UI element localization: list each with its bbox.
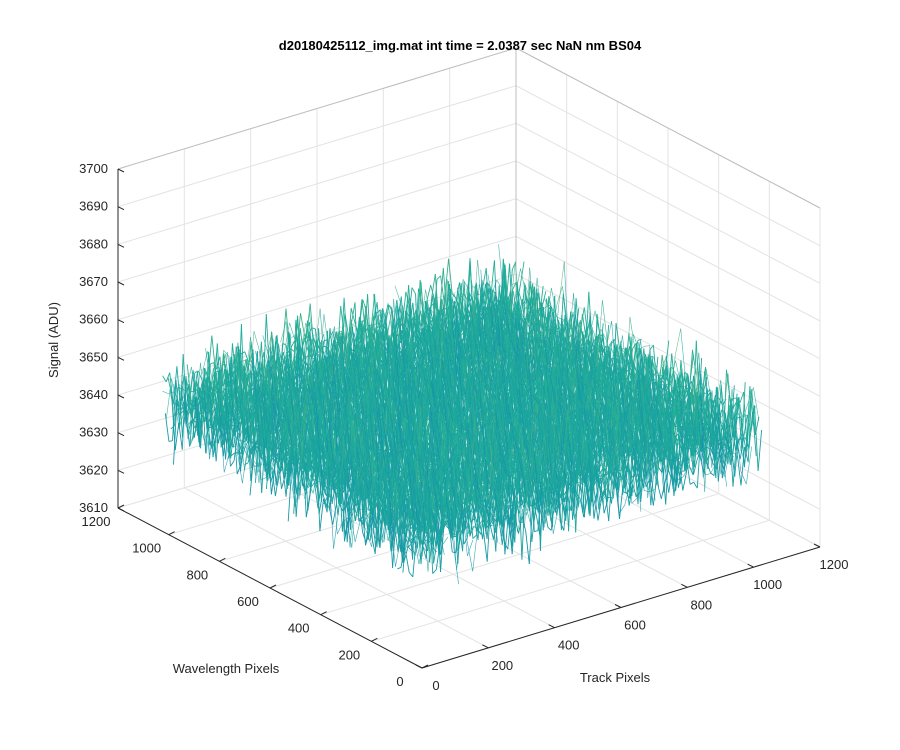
surface-segment <box>186 364 192 396</box>
surface-segment <box>426 285 432 300</box>
grid-line-wall-x-horiz <box>515 198 821 360</box>
surface-segment <box>193 400 199 436</box>
surface-segment <box>426 300 431 330</box>
surface-segment <box>518 292 524 306</box>
grid-line-wall-x-horiz <box>515 273 821 435</box>
surface-segment <box>169 372 174 405</box>
surface-segment <box>205 378 211 446</box>
grid-line-floor-y <box>371 519 770 642</box>
surface-segment <box>271 365 276 398</box>
surface-segment <box>416 338 421 367</box>
grid-line-wall-y-horiz <box>117 122 517 245</box>
surface-segment <box>277 343 283 364</box>
grid-line-wall-x-horiz <box>515 122 821 284</box>
surface-segment <box>205 370 210 387</box>
surface-segment <box>328 331 334 340</box>
surface-segment <box>375 309 381 314</box>
surface-segment <box>179 401 184 416</box>
surface-segment <box>230 452 235 457</box>
surface-segment <box>243 440 249 450</box>
surface-segment <box>271 331 276 376</box>
surface-segment <box>490 260 495 297</box>
surface-segment <box>321 371 326 389</box>
surface-segment <box>189 400 194 446</box>
surface-segment <box>448 258 453 294</box>
box-edge <box>515 47 821 209</box>
grid-line-wall-y-horiz <box>117 85 517 208</box>
surface-segment <box>363 294 369 344</box>
surface-segment <box>176 398 182 414</box>
surface-segment <box>209 380 214 421</box>
surface-segment <box>211 383 217 408</box>
surface-segment <box>266 367 272 394</box>
surface-segment <box>297 323 302 355</box>
surface-segment <box>165 372 171 383</box>
surface-segment <box>174 422 180 451</box>
surface-segment <box>276 356 281 381</box>
surface-segment <box>172 366 178 405</box>
surface-segment <box>528 283 534 326</box>
surface-segment <box>388 304 393 312</box>
surface-segment <box>418 288 423 306</box>
grid-line-wall-y-horiz <box>117 198 517 321</box>
surface-segment <box>292 358 297 373</box>
surface-segment <box>215 366 220 370</box>
surface-segment <box>440 275 445 303</box>
surface-segment <box>194 370 199 374</box>
grid-line-wall-x-horiz <box>515 85 821 247</box>
surface-segment <box>436 275 441 280</box>
surface-segment <box>162 375 167 383</box>
grid-line-wall-x-horiz <box>515 160 821 322</box>
surface-segment <box>292 376 298 389</box>
surface-segment <box>306 303 311 338</box>
surface-segment <box>300 313 305 334</box>
surface-segment <box>227 412 232 439</box>
surface-segment <box>361 305 367 348</box>
grid-line-floor-y <box>320 493 719 616</box>
surface-segment <box>340 306 345 337</box>
surface-segment <box>520 261 525 284</box>
surface-segment <box>401 291 407 325</box>
box-edge <box>117 47 517 170</box>
surface-segment <box>305 322 310 335</box>
grid-line-wall-x-horiz <box>515 235 821 397</box>
surface-segment <box>462 293 468 300</box>
surface-segment <box>167 377 173 395</box>
surface-segment <box>240 351 246 355</box>
surface-segment <box>172 379 177 441</box>
surface-segment <box>438 331 444 363</box>
surface-segment <box>293 323 299 352</box>
surface-segment <box>170 425 175 430</box>
surface-segment <box>164 413 170 442</box>
surface-segment <box>236 422 241 472</box>
surface-segment <box>212 427 217 462</box>
surface-segment <box>290 340 296 348</box>
surface-segment <box>232 367 237 396</box>
surface-segment <box>197 370 203 380</box>
surface-segment <box>210 362 215 365</box>
surface-segment <box>230 460 235 467</box>
grid-line-wall-y-horiz <box>117 160 517 283</box>
surface-segment <box>480 306 485 321</box>
surface-segment <box>215 356 221 369</box>
surface-segment <box>389 338 395 354</box>
surface-segment <box>487 293 492 323</box>
surface-segment <box>482 268 487 289</box>
surface-segment <box>350 302 356 324</box>
surface-segment <box>431 273 436 297</box>
surface-segment <box>230 427 235 459</box>
surface-segment <box>178 384 183 438</box>
surface-segment <box>220 369 225 397</box>
surface-segment <box>411 287 416 295</box>
surface-segment <box>214 388 220 454</box>
surface-segment <box>460 281 465 337</box>
grid-line-wall-y-horiz <box>117 235 517 358</box>
surface-segment <box>236 464 242 475</box>
surface-segment <box>168 440 173 442</box>
surface-segment <box>522 298 527 306</box>
surface-mesh <box>162 244 763 585</box>
